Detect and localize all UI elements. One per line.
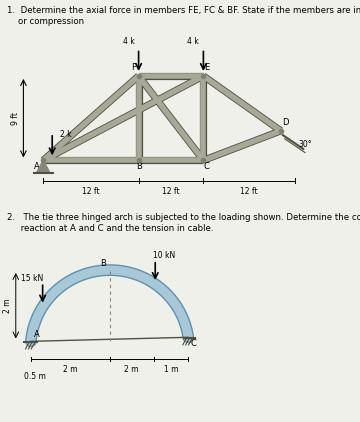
Text: 9 ft: 9 ft [11,112,20,124]
Text: 12 ft: 12 ft [82,187,100,196]
Text: F: F [131,63,136,72]
Text: 2 m: 2 m [3,298,12,313]
Text: 15 kN: 15 kN [21,273,43,283]
Text: 4 k: 4 k [123,37,134,46]
Text: D: D [282,118,288,127]
Text: C: C [190,339,196,349]
Text: 10 kN: 10 kN [153,251,176,260]
Text: 1 m: 1 m [164,365,178,374]
Text: 4 k: 4 k [188,37,199,46]
Text: 2 m: 2 m [125,365,139,374]
Text: 2 m: 2 m [63,365,78,374]
Polygon shape [37,160,50,172]
Text: C: C [203,162,209,171]
Text: B: B [100,259,106,268]
Text: 12 ft: 12 ft [240,187,258,196]
Text: 0.5 m: 0.5 m [23,372,45,381]
Text: 12 ft: 12 ft [162,187,180,196]
Text: 2.   The tie three hinged arch is subjected to the loading shown. Determine the : 2. The tie three hinged arch is subjecte… [7,213,360,233]
Text: B: B [136,162,142,171]
Text: 1.  Determine the axial force in members FE, FC & BF. State if the members are i: 1. Determine the axial force in members … [7,6,360,26]
Text: 30°: 30° [298,140,312,149]
Text: E: E [204,63,209,72]
Text: A: A [34,162,40,171]
Text: 2 k: 2 k [60,130,72,139]
Text: A: A [34,330,40,339]
